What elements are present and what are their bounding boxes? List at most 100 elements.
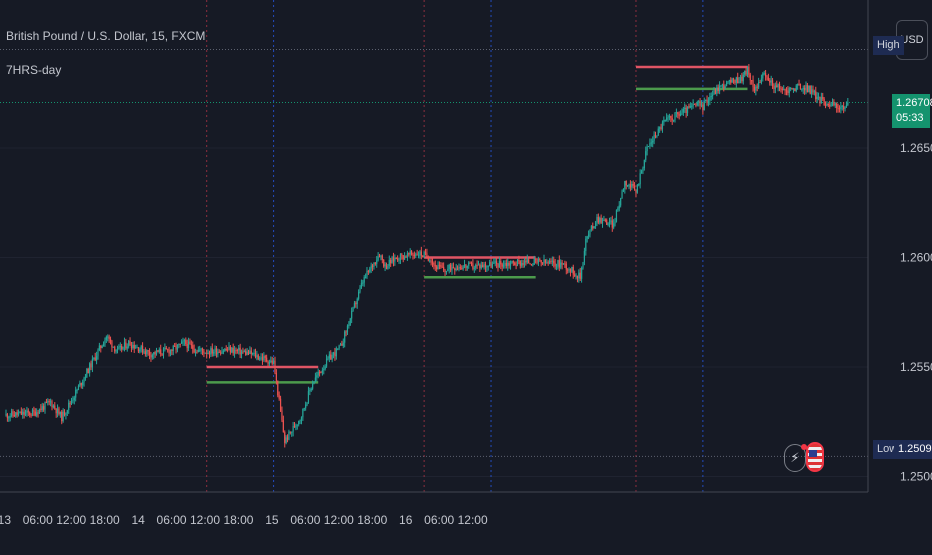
candle-body <box>346 325 349 333</box>
time-tick-label: 06:00 <box>157 513 187 527</box>
candle-body <box>689 105 691 108</box>
candle-body <box>699 101 701 106</box>
candle-body <box>617 208 619 211</box>
bar-countdown: 05:33 <box>896 112 924 124</box>
candle-body <box>61 411 63 422</box>
candle-body <box>54 405 56 409</box>
candle-body <box>684 107 686 110</box>
candle-body <box>285 437 287 443</box>
candle-body <box>448 264 450 269</box>
candle-body <box>299 419 301 421</box>
candle-body <box>353 303 356 307</box>
price-tick-label: 1.25000 <box>900 470 932 484</box>
candle-body <box>253 352 255 354</box>
candle-body <box>406 253 408 258</box>
time-tick-label: 12:00 <box>56 513 86 527</box>
candle-body <box>458 267 460 269</box>
candle-body <box>557 260 559 267</box>
candle-body <box>547 262 549 264</box>
candle-body <box>692 103 694 106</box>
candle-body <box>317 372 319 376</box>
candle-body <box>841 105 843 107</box>
candle-body <box>611 220 613 228</box>
candle-body <box>72 400 74 402</box>
candle-body <box>597 217 599 223</box>
candle-body <box>158 349 160 353</box>
candle-body <box>483 264 485 268</box>
candle-body <box>192 345 194 349</box>
candle-body <box>730 79 732 83</box>
symbol-title[interactable]: British Pound / U.S. Dollar, 15, FXCM <box>6 29 206 43</box>
candle-body <box>438 264 441 266</box>
time-tick-label: 18:00 <box>223 513 253 527</box>
candle-body <box>693 103 696 105</box>
candle-body <box>593 226 595 229</box>
candle-body <box>207 352 209 354</box>
candle-body <box>664 119 666 121</box>
candle-body <box>695 104 697 106</box>
candle-body <box>313 381 315 384</box>
candle-body <box>224 349 226 352</box>
candle-body <box>685 107 687 114</box>
candle-body <box>384 264 386 267</box>
time-tick-label: 14 <box>131 513 145 527</box>
candle-body <box>555 266 558 268</box>
candle-body <box>381 255 383 260</box>
candle-body <box>423 252 425 257</box>
candle-body <box>441 266 443 268</box>
candle-body <box>369 268 371 272</box>
candle-body <box>459 267 461 269</box>
candle-body <box>734 79 736 83</box>
candle-body <box>175 346 177 350</box>
candle-body <box>536 258 538 263</box>
candle-body <box>30 415 32 417</box>
candle-body <box>360 283 363 288</box>
candle-body <box>355 303 357 305</box>
candle-body <box>707 100 710 104</box>
candle-body <box>51 401 53 408</box>
candle-body <box>546 262 548 264</box>
candle-body <box>377 256 379 261</box>
candle-body <box>498 260 500 268</box>
last-price: 1.26708 <box>896 97 932 109</box>
candle-body <box>561 262 563 265</box>
candle-body <box>468 262 470 266</box>
candle-body <box>352 306 354 312</box>
candle-body <box>273 360 275 364</box>
candle-body <box>802 87 804 90</box>
us-flag-icon[interactable] <box>806 442 824 472</box>
candle-body <box>748 66 750 75</box>
indicator-name[interactable]: 7HRS-day <box>6 63 62 77</box>
candle-body <box>225 349 227 351</box>
candle-body <box>254 352 257 358</box>
candle-body <box>763 73 765 75</box>
candle-body <box>541 262 544 264</box>
candle-body <box>756 86 758 88</box>
candle-body <box>659 127 661 129</box>
candle-body <box>479 264 481 269</box>
candle-body <box>231 347 233 353</box>
candle-body <box>702 104 704 111</box>
candle-body <box>600 217 602 224</box>
candle-body <box>266 357 268 362</box>
candle-body <box>652 140 654 143</box>
candle-body <box>37 412 39 414</box>
candle-body <box>647 145 650 147</box>
candle-body <box>101 346 103 348</box>
candle-body <box>65 413 67 416</box>
candle-body <box>24 412 27 415</box>
candle-body <box>700 104 703 106</box>
candle-body <box>813 91 815 93</box>
candle-body <box>621 191 623 199</box>
candle-body <box>302 408 304 418</box>
candle-body <box>509 263 512 266</box>
candle-body <box>682 109 684 113</box>
candle-body <box>504 262 506 265</box>
candle-body <box>358 291 360 299</box>
candle-body <box>551 260 553 262</box>
lightning-icon[interactable]: ⚡ <box>784 444 807 472</box>
candle-body <box>323 369 325 371</box>
candle-body <box>731 78 733 83</box>
